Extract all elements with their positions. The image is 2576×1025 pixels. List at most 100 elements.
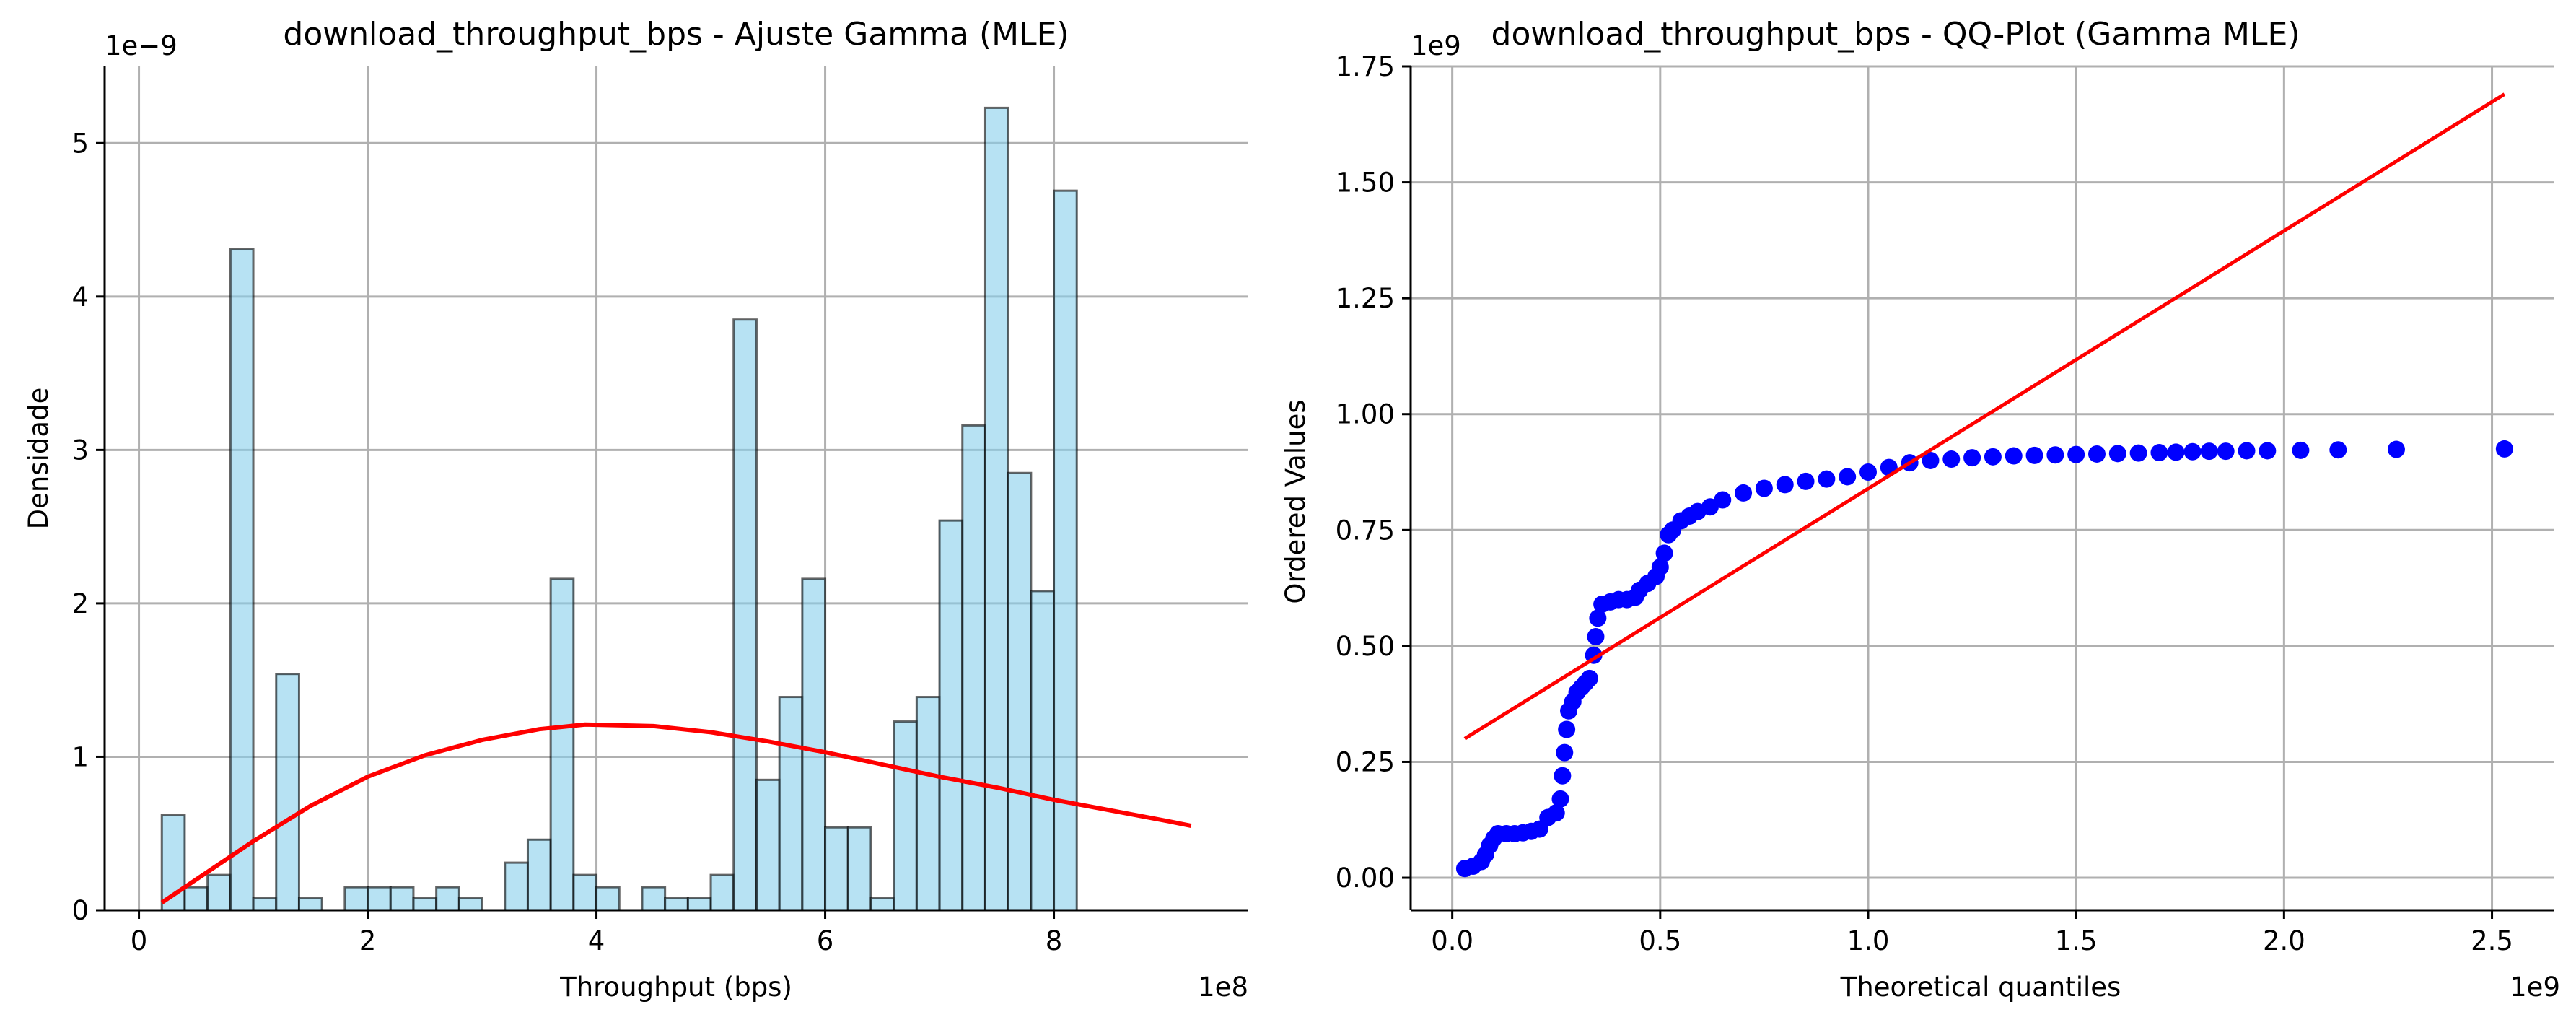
qq-point [1580, 669, 1598, 687]
x-tick-label: 0.5 [1639, 925, 1681, 956]
histogram-bar [526, 838, 552, 912]
qq-point [2217, 442, 2235, 461]
qq-plot-points [1455, 440, 2513, 878]
qq-point [1963, 449, 1981, 467]
histogram-bar [893, 720, 918, 912]
qq-plot-title: download_throughput_bps - QQ-Plot (Gamma… [1491, 16, 2300, 53]
y-tick-label: 0.50 [1336, 631, 1395, 662]
histogram-bar [229, 248, 255, 912]
y-tick-label: 1.00 [1336, 399, 1395, 430]
histogram-bar [595, 886, 621, 912]
qq-plot-y-axis-label: Ordered Values [1280, 399, 1311, 603]
qq-point [1839, 468, 1857, 486]
qq-plot-x-offset-label: 1e9 [2510, 972, 2560, 1003]
qq-plot-axes [1409, 66, 2554, 912]
qq-point [2025, 446, 2043, 464]
qq-point [1651, 558, 1669, 576]
y-tick-label: 0.25 [1336, 746, 1395, 777]
qq-plot-y-ticks: 0.00 0.25 0.50 0.75 1.00 1.25 1.50 1.75 [1336, 51, 1411, 894]
histogram-bar [297, 897, 323, 912]
qq-point [1735, 484, 1753, 502]
histogram-bar [1053, 189, 1078, 912]
y-tick-label: 0 [71, 895, 89, 926]
histogram-bar [686, 897, 712, 912]
qq-point [1655, 544, 1673, 562]
qq-point [2329, 441, 2347, 459]
x-tick-label: 1.0 [1847, 925, 1890, 956]
qq-point [2292, 441, 2310, 459]
histogram-bar [664, 897, 689, 912]
x-tick-label: 6 [817, 925, 834, 956]
qq-point [2108, 445, 2126, 463]
x-tick-label: 2.5 [2471, 925, 2513, 956]
histogram-bar [801, 577, 827, 912]
qq-point [1587, 628, 1605, 646]
histogram-x-ticks: 0 2 4 6 8 [131, 910, 1063, 956]
qq-point [1942, 450, 1961, 468]
y-tick-label: 5 [71, 128, 89, 159]
qq-point [1714, 491, 1732, 509]
y-tick-label: 0.00 [1336, 863, 1395, 894]
y-tick-label: 1.75 [1336, 51, 1395, 82]
histogram-bar [709, 873, 735, 912]
histogram-bar [206, 873, 232, 912]
y-tick-label: 1 [71, 741, 89, 772]
histogram-y-offset-label: 1e−9 [105, 30, 178, 61]
histogram-bar [504, 861, 529, 912]
qq-point [1818, 470, 1836, 488]
qq-point [2150, 444, 2168, 462]
qq-point [1922, 451, 1940, 469]
qq-point [1984, 448, 2002, 466]
histogram-bar [641, 886, 667, 912]
histogram-bars [160, 106, 1078, 912]
histogram-x-offset-label: 1e8 [1198, 972, 1248, 1003]
x-tick-label: 4 [588, 925, 605, 956]
histogram-bar [367, 886, 392, 912]
histogram-bar [1007, 471, 1033, 912]
histogram-bar [252, 897, 278, 912]
histogram-y-ticks: 0 1 2 3 4 5 [71, 128, 105, 926]
qq-point [1547, 804, 1565, 822]
qq-point [2167, 443, 2185, 461]
qq-point [2183, 442, 2202, 461]
histogram-bar [732, 318, 758, 912]
qq-point [1755, 479, 1773, 497]
x-tick-label: 8 [1046, 925, 1063, 956]
histogram-bar [389, 886, 415, 912]
qq-point [1556, 743, 1574, 762]
histogram-bar [549, 577, 575, 912]
y-tick-label: 2 [71, 588, 89, 619]
histogram-bar [778, 696, 804, 912]
y-tick-label: 0.75 [1336, 515, 1395, 546]
qq-point [2046, 446, 2064, 464]
histogram-bar [275, 673, 300, 912]
qq-point [2067, 445, 2085, 463]
y-tick-label: 1.50 [1336, 167, 1395, 199]
qq-point [1797, 472, 1815, 490]
histogram-bar [412, 897, 438, 912]
histogram-bar [938, 519, 964, 912]
histogram-title: download_throughput_bps - Ajuste Gamma (… [283, 16, 1069, 53]
qq-point [2129, 444, 2147, 462]
x-tick-label: 2 [359, 925, 377, 956]
qq-plot-y-offset-label: 1e9 [1411, 30, 1461, 61]
histogram-y-axis-label: Densidade [23, 388, 54, 530]
histogram-bar [183, 886, 209, 912]
histogram-bar [755, 778, 781, 912]
qq-point [2005, 447, 2023, 465]
histogram-bar [961, 424, 986, 912]
y-tick-label: 3 [71, 435, 89, 466]
histogram-bar [824, 826, 849, 912]
histogram-bar [572, 873, 598, 912]
qq-plot-x-ticks: 0.0 0.5 1.0 1.5 2.0 2.5 [1431, 910, 2513, 956]
qq-reference-line [1463, 92, 2506, 741]
histogram-axes [103, 66, 1248, 912]
qq-point [2387, 440, 2405, 458]
histogram-bar [457, 897, 483, 912]
x-tick-label: 2.0 [2263, 925, 2305, 956]
histogram-chart: download_throughput_bps - Ajuste Gamma (… [23, 16, 1248, 1003]
qq-point [2259, 442, 2277, 460]
x-tick-label: 1.5 [2055, 925, 2098, 956]
gamma-fit-curve [160, 722, 1192, 904]
